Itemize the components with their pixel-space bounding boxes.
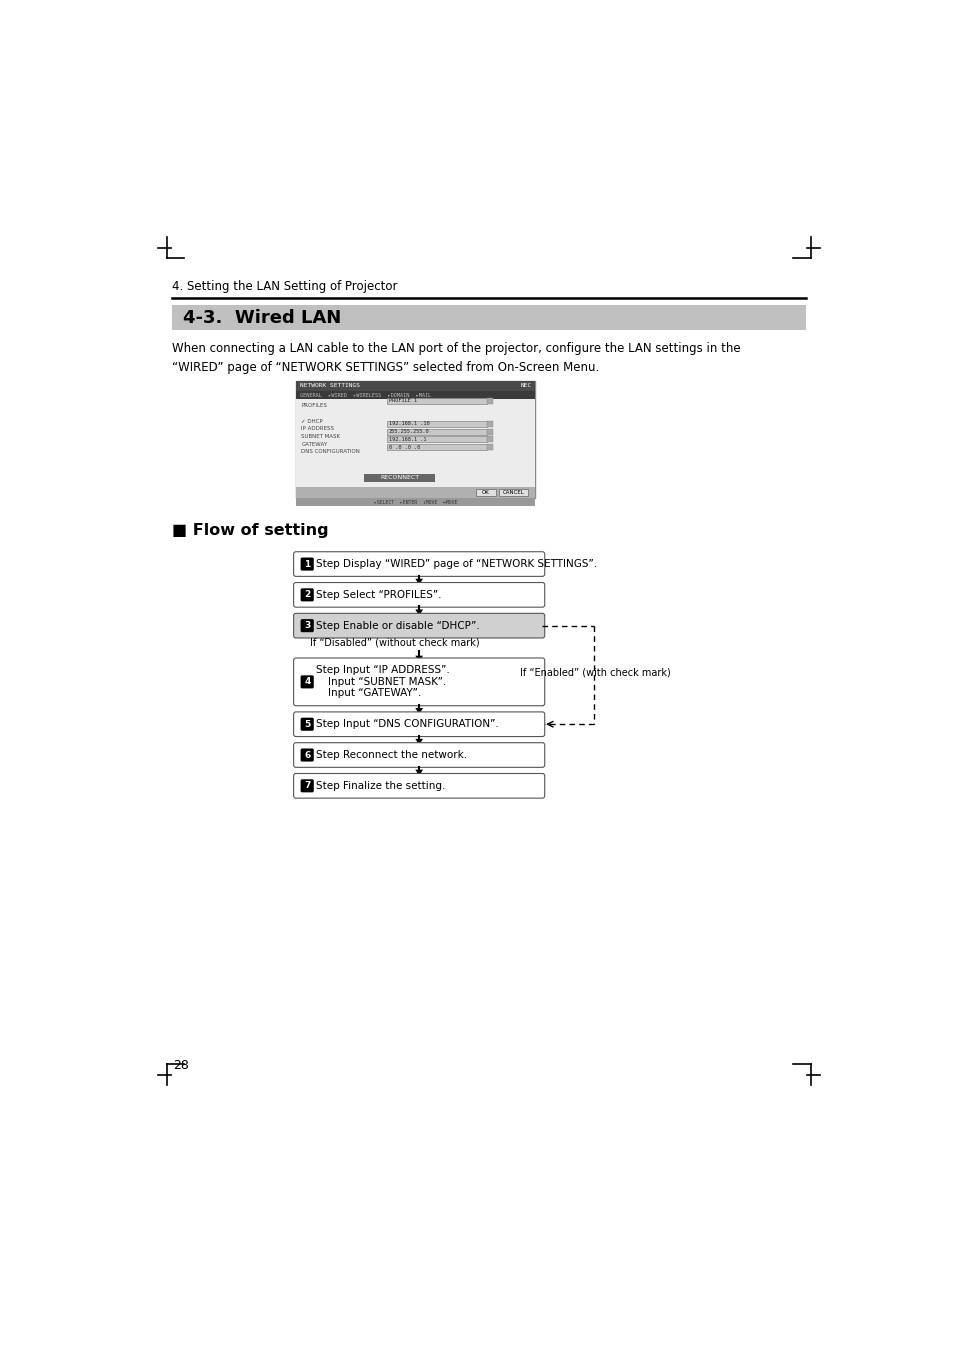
FancyBboxPatch shape (295, 390, 534, 400)
Text: 1: 1 (304, 559, 311, 569)
Polygon shape (415, 770, 422, 775)
Text: PROFILES: PROFILES (301, 403, 327, 408)
FancyBboxPatch shape (295, 497, 534, 507)
Text: Step Input “IP ADDRESS”.: Step Input “IP ADDRESS”. (315, 665, 450, 676)
FancyBboxPatch shape (295, 381, 534, 497)
Text: ■ Flow of setting: ■ Flow of setting (172, 523, 328, 538)
Text: Step Display “WIRED” page of “NETWORK SETTINGS”.: Step Display “WIRED” page of “NETWORK SE… (315, 559, 597, 569)
Text: When connecting a LAN cable to the LAN port of the projector, configure the LAN : When connecting a LAN cable to the LAN p… (172, 342, 740, 374)
FancyBboxPatch shape (486, 422, 493, 427)
FancyBboxPatch shape (387, 397, 486, 404)
Text: 0 .0 .0 .0: 0 .0 .0 .0 (389, 444, 419, 450)
Text: If “Enabled” (with check mark): If “Enabled” (with check mark) (519, 667, 670, 678)
FancyBboxPatch shape (295, 400, 534, 488)
Text: 3: 3 (304, 621, 311, 630)
Text: 28: 28 (173, 1059, 190, 1071)
FancyBboxPatch shape (294, 613, 544, 638)
FancyBboxPatch shape (294, 658, 544, 705)
Text: Step Finalize the setting.: Step Finalize the setting. (315, 781, 445, 790)
FancyBboxPatch shape (486, 444, 493, 450)
FancyBboxPatch shape (387, 444, 486, 450)
FancyBboxPatch shape (364, 474, 435, 482)
Text: Step Select “PROFILES”.: Step Select “PROFILES”. (315, 590, 441, 600)
Text: OK: OK (481, 490, 489, 494)
FancyBboxPatch shape (295, 488, 534, 497)
FancyBboxPatch shape (387, 428, 486, 435)
Text: Step Input “DNS CONFIGURATION”.: Step Input “DNS CONFIGURATION”. (315, 719, 498, 730)
FancyBboxPatch shape (300, 676, 314, 689)
FancyBboxPatch shape (486, 397, 493, 404)
Text: 4-3.  Wired LAN: 4-3. Wired LAN (183, 308, 340, 327)
Text: Input “SUBNET MASK”.: Input “SUBNET MASK”. (328, 677, 446, 686)
FancyBboxPatch shape (387, 436, 486, 442)
FancyBboxPatch shape (294, 774, 544, 798)
Text: 2: 2 (304, 590, 311, 600)
Text: 7: 7 (304, 781, 311, 790)
FancyBboxPatch shape (172, 305, 805, 330)
Polygon shape (415, 578, 422, 585)
Text: 255.255.255.0: 255.255.255.0 (389, 430, 429, 434)
Polygon shape (415, 708, 422, 715)
Text: Step Reconnect the network.: Step Reconnect the network. (315, 750, 467, 761)
FancyBboxPatch shape (300, 558, 314, 570)
FancyBboxPatch shape (387, 422, 486, 427)
Text: 4. Setting the LAN Setting of Projector: 4. Setting the LAN Setting of Projector (172, 280, 397, 293)
Text: 5: 5 (304, 720, 311, 728)
Text: ▸SELECT  ▸ENTER  ↕MOVE  ↔MOVE: ▸SELECT ▸ENTER ↕MOVE ↔MOVE (374, 500, 456, 504)
Polygon shape (415, 739, 422, 744)
Text: Input “GATEWAY”.: Input “GATEWAY”. (328, 689, 421, 698)
FancyBboxPatch shape (300, 717, 314, 731)
FancyBboxPatch shape (476, 489, 496, 496)
FancyBboxPatch shape (300, 748, 314, 762)
Text: Step Enable or disable “DHCP”.: Step Enable or disable “DHCP”. (315, 620, 479, 631)
Text: CANCEL: CANCEL (502, 490, 524, 494)
Text: GATEWAY: GATEWAY (301, 442, 327, 447)
FancyBboxPatch shape (294, 712, 544, 736)
Text: If “Disabled” (without check mark): If “Disabled” (without check mark) (310, 638, 479, 648)
Text: 192.168.1 .10: 192.168.1 .10 (389, 422, 429, 427)
FancyBboxPatch shape (300, 780, 314, 793)
FancyBboxPatch shape (294, 551, 544, 577)
FancyBboxPatch shape (486, 436, 493, 442)
Text: IP ADDRESS: IP ADDRESS (301, 426, 334, 431)
FancyBboxPatch shape (498, 489, 528, 496)
Text: DNS CONFIGURATION: DNS CONFIGURATION (301, 450, 360, 454)
Text: 4: 4 (304, 677, 311, 686)
Polygon shape (415, 655, 422, 662)
FancyBboxPatch shape (295, 381, 534, 390)
Text: NEC: NEC (520, 384, 532, 388)
Text: PROFILE 1: PROFILE 1 (389, 399, 416, 404)
Text: 192.168.1 .1: 192.168.1 .1 (389, 436, 426, 442)
FancyBboxPatch shape (300, 619, 314, 632)
Polygon shape (415, 609, 422, 616)
Text: RECONNECT: RECONNECT (380, 476, 419, 481)
Text: GENERAL  ▸WIRED  ▸WIRELESS  ▸DOMAIN  ▸MAIL: GENERAL ▸WIRED ▸WIRELESS ▸DOMAIN ▸MAIL (299, 393, 431, 397)
FancyBboxPatch shape (486, 428, 493, 435)
FancyBboxPatch shape (294, 743, 544, 767)
Text: SUBNET MASK: SUBNET MASK (301, 434, 340, 439)
Text: ✓ DHCP: ✓ DHCP (301, 419, 323, 423)
FancyBboxPatch shape (300, 588, 314, 601)
Text: NETWORK SETTINGS: NETWORK SETTINGS (299, 384, 359, 388)
FancyBboxPatch shape (294, 582, 544, 607)
Text: 6: 6 (304, 751, 311, 759)
